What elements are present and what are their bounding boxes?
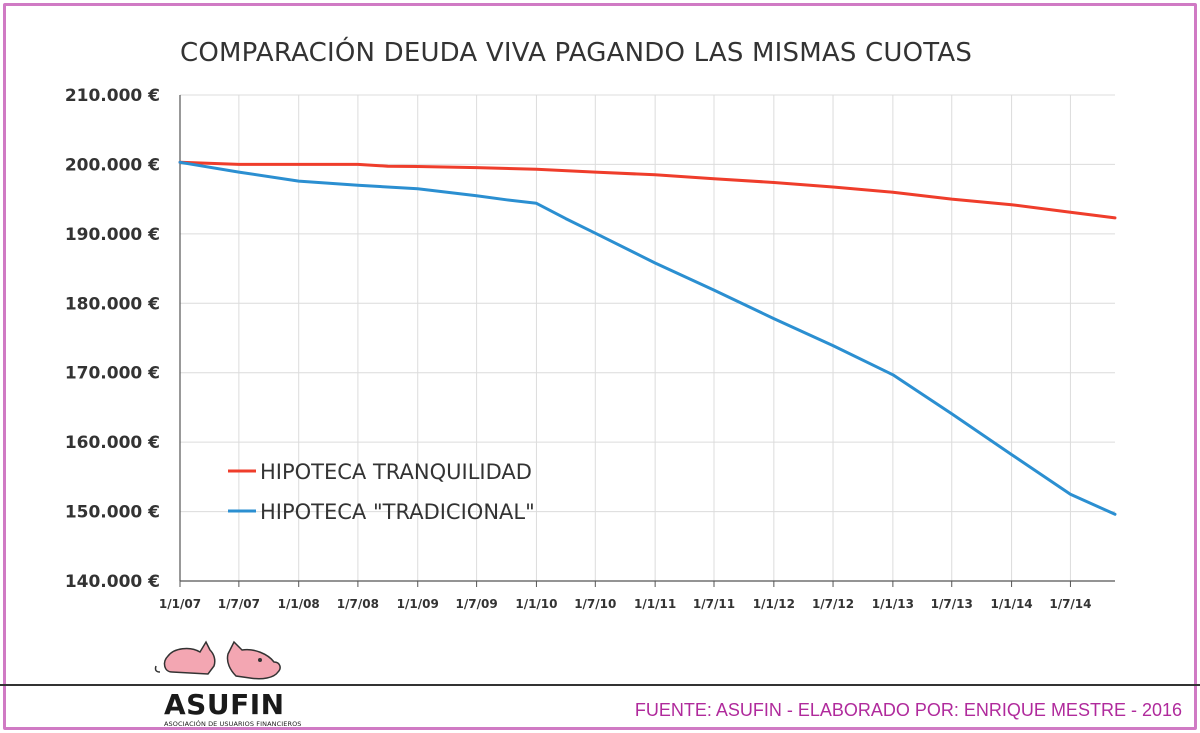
chart-title: COMPARACIÓN DEUDA VIVA PAGANDO LAS MISMA… <box>180 38 973 68</box>
y-tick-label: 150.000 € <box>65 503 160 523</box>
y-tick-label: 170.000 € <box>65 364 160 384</box>
x-tick-label: 1/1/08 <box>278 597 320 611</box>
x-tick-label: 1/7/08 <box>337 597 379 611</box>
y-tick-label: 200.000 € <box>65 155 160 175</box>
axes: 210.000 € 200.000 € 190.000 € 180.000 € 170.… <box>65 86 1115 611</box>
legend-label-1: HIPOTECA TRANQUILIDAD <box>260 460 532 484</box>
x-tick-label: 1/7/07 <box>218 597 260 611</box>
x-tick-label: 1/1/13 <box>872 597 914 611</box>
y-tick-label: 140.000 € <box>65 572 160 592</box>
x-tick-label: 1/7/12 <box>812 597 854 611</box>
y-tick-label: 160.000 € <box>65 433 160 453</box>
outer-frame <box>3 3 1197 730</box>
logo-name: ASUFIN <box>164 688 285 721</box>
source-note: FUENTE: ASUFIN - ELABORADO POR: ENRIQUE … <box>634 700 1182 720</box>
x-tick-label: 1/1/14 <box>990 597 1032 611</box>
x-tick-label: 1/1/10 <box>515 597 557 611</box>
asufin-logo: ASUFIN ASOCIACIÓN DE USUARIOS FINANCIERO… <box>150 632 301 730</box>
x-tick-label: 1/7/13 <box>931 597 973 611</box>
piggy-bank-icon <box>154 640 281 680</box>
x-tick-label: 1/7/14 <box>1049 597 1091 611</box>
x-tick-label: 1/1/09 <box>397 597 439 611</box>
y-tick-label: 180.000 € <box>65 294 160 314</box>
x-tick-label: 1/7/10 <box>574 597 616 611</box>
series-lines <box>178 160 1117 516</box>
x-tick-label: 1/7/09 <box>456 597 498 611</box>
footer-divider <box>0 684 1200 686</box>
legend-label-2: HIPOTECA "TRADICIONAL" <box>260 500 535 524</box>
y-tick-label: 210.000 € <box>65 86 160 106</box>
x-tick-label: 1/7/11 <box>693 597 735 611</box>
series-line-1 <box>178 160 1117 220</box>
x-tick-label: 1/1/11 <box>634 597 676 611</box>
series-line-2 <box>178 160 1117 516</box>
legend: HIPOTECA TRANQUILIDAD HIPOTECA "TRADICION… <box>228 460 535 524</box>
logo-subtitle: ASOCIACIÓN DE USUARIOS FINANCIEROS <box>164 720 302 728</box>
y-tick-label: 190.000 € <box>65 225 160 245</box>
x-tick-label: 1/1/12 <box>753 597 795 611</box>
x-tick-label: 1/1/07 <box>159 597 201 611</box>
